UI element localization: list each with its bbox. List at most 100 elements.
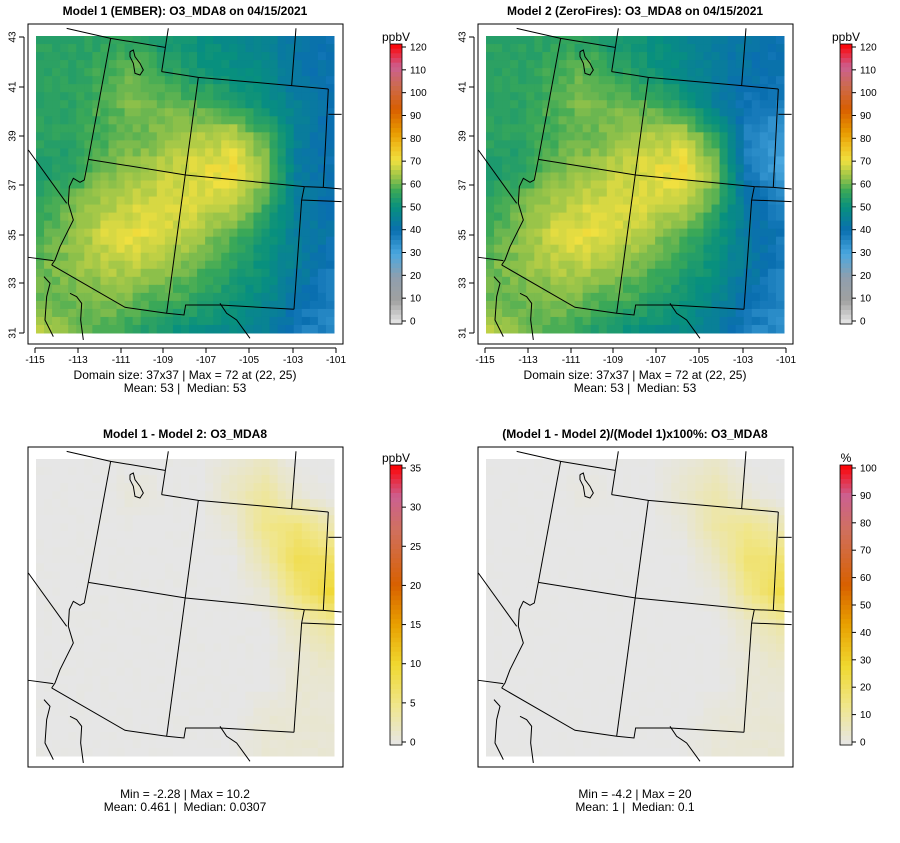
heatmap-cell xyxy=(599,213,608,222)
heatmap-cell xyxy=(108,317,117,326)
heatmap-cell xyxy=(36,724,45,733)
heatmap-cell xyxy=(92,571,101,580)
heatmap-cell xyxy=(213,148,222,157)
heatmap-cell xyxy=(752,237,761,246)
colorbar-swatch xyxy=(390,526,402,531)
heatmap-cell xyxy=(310,285,319,294)
heatmap-cell xyxy=(486,180,495,189)
heatmap-cell xyxy=(671,531,680,540)
heatmap-cell xyxy=(310,100,319,109)
heatmap-cell xyxy=(695,237,704,246)
heatmap-cell xyxy=(647,317,656,326)
heatmap-cell xyxy=(318,164,327,173)
heatmap-cell xyxy=(623,309,632,318)
heatmap-cell xyxy=(286,205,295,214)
heatmap-cell xyxy=(550,124,559,133)
heatmap-cell xyxy=(270,467,279,476)
heatmap-cell xyxy=(68,132,77,141)
heatmap-cell xyxy=(326,668,335,677)
heatmap-cell xyxy=(318,60,327,69)
heatmap-cell xyxy=(310,44,319,53)
heatmap-cell xyxy=(76,76,85,85)
heatmap-cell xyxy=(647,547,656,556)
colorbar-tick-label: 110 xyxy=(860,65,876,76)
heatmap-cell xyxy=(229,652,238,661)
heatmap-cell xyxy=(52,628,61,637)
heatmap-cell xyxy=(736,547,745,556)
heatmap-cell xyxy=(125,124,134,133)
heatmap-cell xyxy=(623,261,632,270)
heatmap-cell xyxy=(607,253,616,262)
heatmap-cell xyxy=(173,716,182,725)
heatmap-cell xyxy=(189,732,198,741)
heatmap-cell xyxy=(534,229,543,238)
heatmap-cell xyxy=(181,748,190,757)
heatmap-cell xyxy=(36,213,45,222)
heatmap-cell xyxy=(76,325,85,334)
heatmap-cell xyxy=(599,100,608,109)
heatmap-cell xyxy=(237,140,246,149)
heatmap-cell xyxy=(237,221,246,230)
heatmap-cell xyxy=(679,253,688,262)
heatmap-cell xyxy=(510,483,519,492)
heatmap-cell xyxy=(687,180,696,189)
heatmap-cell xyxy=(213,716,222,725)
heatmap-cell xyxy=(687,491,696,500)
heatmap-cell xyxy=(728,52,737,61)
heatmap-cell xyxy=(100,132,109,141)
heatmap-cell xyxy=(663,245,672,254)
colorbar-swatch xyxy=(840,282,852,287)
heatmap-cell xyxy=(583,172,592,181)
heatmap-cell xyxy=(318,189,327,198)
heatmap-cell xyxy=(679,285,688,294)
heatmap-cell xyxy=(310,156,319,165)
heatmap-cell xyxy=(318,692,327,701)
heatmap-cell xyxy=(84,124,93,133)
heatmap-cell xyxy=(221,644,230,653)
heatmap-cell xyxy=(100,644,109,653)
heatmap-cell xyxy=(326,684,335,693)
heatmap-cell xyxy=(703,132,712,141)
heatmap-cell xyxy=(671,148,680,157)
heatmap-cell xyxy=(542,68,551,77)
heatmap-cell xyxy=(695,245,704,254)
heatmap-cell xyxy=(776,483,785,492)
heatmap-cell xyxy=(703,483,712,492)
heatmap-cell xyxy=(84,245,93,254)
heatmap-cell xyxy=(76,620,85,629)
heatmap-cell xyxy=(534,547,543,556)
heatmap-cell xyxy=(631,108,640,117)
colorbar-swatch xyxy=(390,708,402,713)
heatmap-cell xyxy=(100,483,109,492)
heatmap-cell xyxy=(607,317,616,326)
heatmap-cell xyxy=(213,587,222,596)
heatmap-cell xyxy=(165,180,174,189)
heatmap-cell xyxy=(663,68,672,77)
heatmap-cell xyxy=(100,523,109,532)
heatmap-cell xyxy=(270,539,279,548)
heatmap-cell xyxy=(318,716,327,725)
heatmap-cell xyxy=(205,603,214,612)
heatmap-cell xyxy=(229,237,238,246)
heatmap-cell xyxy=(695,555,704,564)
heatmap-cell xyxy=(326,467,335,476)
heatmap-cell xyxy=(125,205,134,214)
heatmap-cell xyxy=(575,172,584,181)
heatmap-cell xyxy=(486,108,495,117)
y-tick-label: 35 xyxy=(8,229,19,241)
heatmap-cell xyxy=(245,52,254,61)
heatmap-cell xyxy=(599,156,608,165)
heatmap-cell xyxy=(623,531,632,540)
heatmap-cell xyxy=(173,76,182,85)
heatmap-cell xyxy=(149,555,158,564)
heatmap-cell xyxy=(173,84,182,93)
heatmap-cell xyxy=(310,716,319,725)
heatmap-cell xyxy=(591,172,600,181)
heatmap-cell xyxy=(229,483,238,492)
colorbar-swatch xyxy=(840,105,852,110)
heatmap-cell xyxy=(165,84,174,93)
heatmap-cell xyxy=(197,644,206,653)
heatmap-cell xyxy=(326,60,335,69)
heatmap-cell xyxy=(157,531,166,540)
heatmap-cell xyxy=(655,124,664,133)
